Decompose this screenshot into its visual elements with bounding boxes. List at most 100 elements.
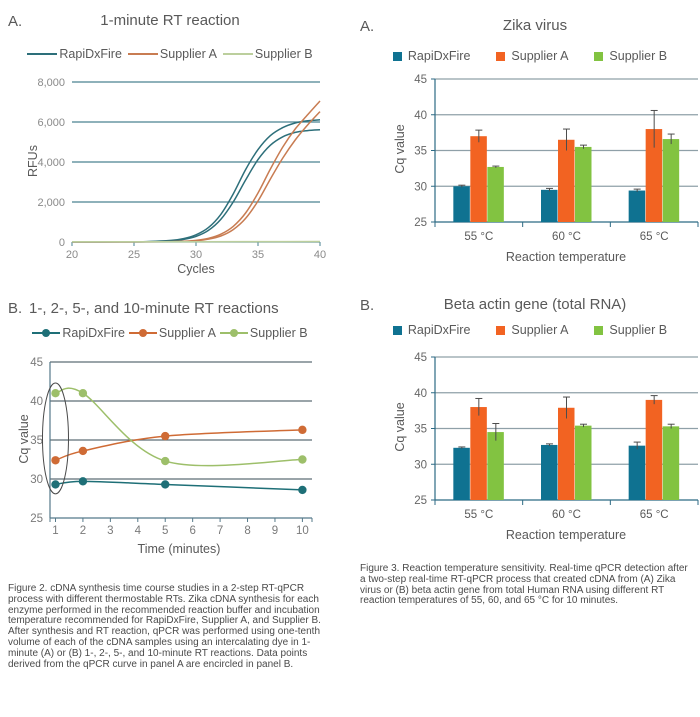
figure3-caption: Figure 3. Reaction temperature sensitivi… — [360, 563, 688, 607]
legend-item: Supplier B — [594, 49, 667, 63]
legend-label: RapiDxFire — [407, 49, 471, 63]
svg-text:6,000: 6,000 — [37, 117, 65, 129]
svg-text:6: 6 — [189, 525, 195, 537]
svg-text:55 °C: 55 °C — [464, 509, 493, 521]
legend-label: RapiDxFire — [59, 47, 122, 61]
fig3-panel-a-title: Zika virus — [502, 17, 568, 34]
fig3a-x-axis-title: Reaction temperature — [505, 250, 627, 264]
square-swatch-icon — [392, 51, 402, 61]
line-swatch-icon — [27, 53, 58, 55]
fig3-panel-a-letter: A. — [360, 18, 375, 35]
svg-text:9: 9 — [272, 525, 278, 537]
square-swatch-icon — [392, 325, 402, 335]
legend-label: RapiDxFire — [62, 326, 125, 340]
legend-item: RapiDxFire — [392, 49, 471, 63]
square-swatch-icon — [594, 51, 604, 61]
fig3b-x-axis-title: Reaction temperature — [505, 528, 627, 542]
svg-text:4,000: 4,000 — [37, 157, 65, 169]
svg-text:5: 5 — [162, 525, 168, 537]
svg-text:10: 10 — [296, 525, 309, 537]
svg-text:30: 30 — [30, 474, 43, 486]
legend-item: Supplier B — [594, 323, 667, 337]
fig2-panel-a-letter: A. — [8, 13, 23, 30]
svg-text:25: 25 — [128, 249, 140, 261]
svg-text:35: 35 — [252, 249, 264, 261]
square-swatch-icon — [496, 325, 506, 335]
svg-text:65 °C: 65 °C — [640, 231, 669, 243]
svg-text:40: 40 — [30, 396, 43, 408]
fig3-panel-b-letter: B. — [360, 297, 375, 314]
svg-text:2,000: 2,000 — [37, 197, 65, 209]
svg-text:40: 40 — [414, 388, 427, 400]
fig2-panel-a-legend: RapiDxFire Supplier A Supplier B — [0, 47, 340, 61]
fig2a-x-axis-title: Cycles — [177, 262, 215, 276]
fig2b-x-axis-title: Time (minutes) — [137, 542, 221, 556]
square-swatch-icon — [496, 51, 506, 61]
svg-text:60 °C: 60 °C — [552, 231, 581, 243]
svg-text:35: 35 — [30, 435, 43, 447]
svg-text:20: 20 — [66, 249, 78, 261]
line-dot-swatch-icon — [219, 329, 248, 338]
legend-item: RapiDxFire — [392, 323, 471, 337]
svg-text:45: 45 — [414, 74, 427, 86]
fig2a-y-axis-title: RFUs — [26, 145, 40, 177]
beta-actin-bar-chart: 25 30 35 40 45 55 °C 60 °C 65 °C — [414, 352, 699, 521]
fig2-panel-b-letter: B. — [8, 300, 23, 317]
legend-item: RapiDxFire — [27, 47, 122, 61]
line-dot-swatch-icon — [128, 329, 157, 338]
svg-text:35: 35 — [414, 146, 427, 158]
figure2-caption: Figure 2. cDNA synthesis time course stu… — [8, 583, 321, 670]
fig2-panel-b-legend: RapiDxFire Supplier A Supplier B — [0, 326, 340, 340]
legend-item: Supplier A — [496, 49, 568, 63]
legend-item: Supplier A — [496, 323, 568, 337]
svg-text:4: 4 — [135, 525, 142, 537]
fig3-panel-a-legend: RapiDxFire Supplier A Supplier B — [360, 49, 700, 63]
legend-label: Supplier A — [159, 47, 217, 61]
fig2b-y-axis-title: Cq value — [17, 414, 31, 464]
legend-item: Supplier B — [222, 47, 313, 61]
amplification-curve-chart: 0 2,000 4,000 6,000 8,000 20 25 30 35 40 — [37, 77, 326, 261]
fig2-panel-b-title: 1-, 2-, 5-, and 10-minute RT reactions — [29, 300, 279, 317]
legend-label: Supplier A — [511, 49, 569, 63]
svg-text:30: 30 — [190, 249, 202, 261]
legend-item: Supplier B — [219, 326, 308, 340]
legend-item: Supplier A — [128, 326, 216, 340]
legend-item: RapiDxFire — [32, 326, 125, 340]
svg-text:40: 40 — [314, 249, 326, 261]
svg-text:8,000: 8,000 — [37, 77, 65, 89]
svg-text:3: 3 — [107, 525, 113, 537]
svg-text:40: 40 — [414, 110, 427, 122]
svg-text:45: 45 — [30, 357, 43, 369]
svg-text:30: 30 — [414, 181, 427, 193]
legend-label: Supplier B — [609, 323, 668, 337]
square-swatch-icon — [594, 325, 604, 335]
legend-label: Supplier B — [249, 326, 308, 340]
legend-label: Supplier B — [254, 47, 313, 61]
fig2-panel-a-title: 1-minute RT reaction — [100, 12, 240, 29]
svg-text:25: 25 — [30, 513, 43, 525]
legend-item: Supplier A — [127, 47, 217, 61]
svg-text:25: 25 — [414, 217, 427, 229]
legend-label: RapiDxFire — [407, 323, 471, 337]
fig3-panel-b-title: Beta actin gene (total RNA) — [443, 296, 627, 313]
svg-text:2: 2 — [80, 525, 86, 537]
zika-virus-bar-chart: 25 30 35 40 45 55 °C 60 °C 65 °C — [414, 74, 699, 243]
svg-text:45: 45 — [414, 352, 427, 364]
svg-text:0: 0 — [59, 237, 65, 249]
legend-label: Supplier A — [511, 323, 569, 337]
svg-text:35: 35 — [414, 424, 427, 436]
line-swatch-icon — [222, 53, 253, 55]
line-swatch-icon — [127, 53, 158, 55]
svg-text:7: 7 — [217, 525, 223, 537]
legend-label: Supplier B — [609, 49, 668, 63]
fig3-panel-b-legend: RapiDxFire Supplier A Supplier B — [360, 323, 700, 337]
legend-label: Supplier A — [158, 326, 216, 340]
fig3a-y-axis-title: Cq value — [393, 124, 407, 174]
svg-text:65 °C: 65 °C — [640, 509, 669, 521]
line-dot-swatch-icon — [32, 329, 61, 338]
svg-text:60 °C: 60 °C — [552, 509, 581, 521]
svg-text:8: 8 — [244, 525, 250, 537]
svg-text:55 °C: 55 °C — [464, 231, 493, 243]
